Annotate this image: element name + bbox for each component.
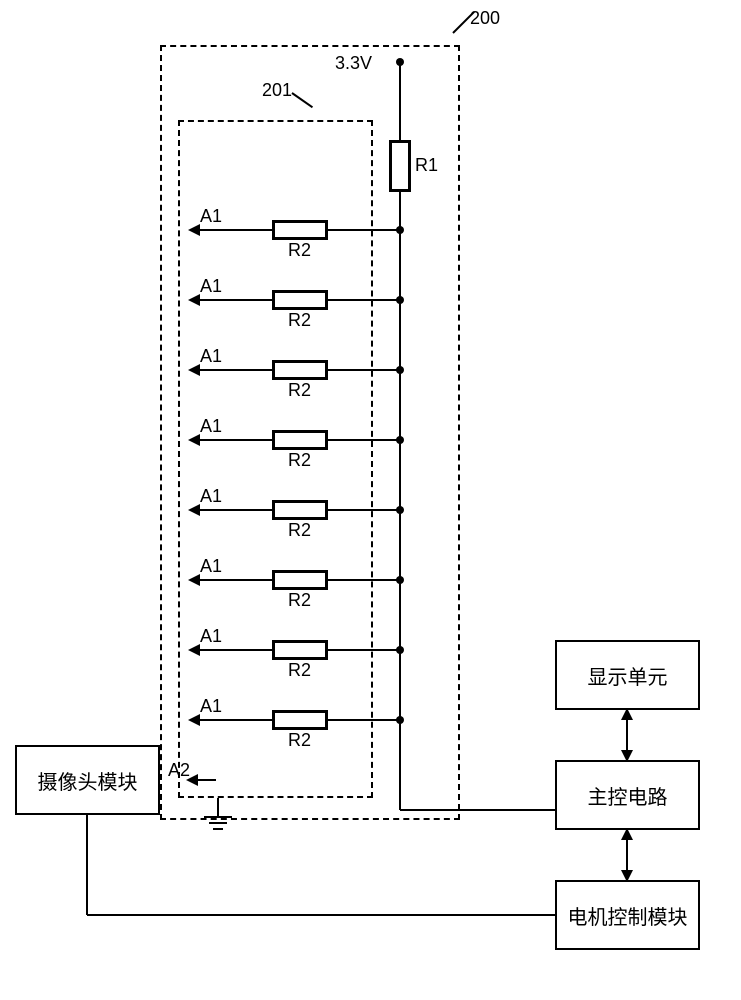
a1-label: A1 xyxy=(200,626,222,647)
a1-label: A1 xyxy=(200,276,222,297)
a1-label: A1 xyxy=(200,416,222,437)
r2-label: R2 xyxy=(288,730,311,751)
branch-wire-left xyxy=(198,649,272,651)
a1-label: A1 xyxy=(200,346,222,367)
display-main-arrow-up xyxy=(621,708,633,720)
a1-label: A1 xyxy=(200,206,222,227)
display-unit-box: 显示单元 xyxy=(555,640,700,710)
branch-wire-right xyxy=(328,299,400,301)
branch-arrow xyxy=(188,364,200,376)
a2-wire xyxy=(196,779,216,781)
r2-label: R2 xyxy=(288,590,311,611)
branch-wire-left xyxy=(198,579,272,581)
a1-label: A1 xyxy=(200,556,222,577)
branch-arrow xyxy=(188,574,200,586)
r2-resistor xyxy=(272,640,328,660)
branch-arrow xyxy=(188,294,200,306)
rail-to-main-wire xyxy=(400,809,555,811)
r2-label: R2 xyxy=(288,240,311,261)
r1-label: R1 xyxy=(415,155,438,176)
branch-wire-right xyxy=(328,369,400,371)
r2-resistor xyxy=(272,570,328,590)
r2-resistor xyxy=(272,220,328,240)
a1-label: A1 xyxy=(200,696,222,717)
camera-module-label: 摄像头模块 xyxy=(38,766,138,795)
r1-top-wire xyxy=(399,62,401,140)
main-motor-arrow-down xyxy=(621,870,633,882)
branch-arrow xyxy=(188,714,200,726)
camera-down-wire xyxy=(86,815,88,915)
branch-arrow xyxy=(188,224,200,236)
r1-resistor xyxy=(389,140,411,192)
camera-module-box: 摄像头模块 xyxy=(15,745,160,815)
r2-label: R2 xyxy=(288,520,311,541)
main-control-box: 主控电路 xyxy=(555,760,700,830)
motor-control-label: 电机控制模块 xyxy=(568,901,688,930)
branch-arrow xyxy=(188,434,200,446)
branch-wire-right xyxy=(328,439,400,441)
r2-label: R2 xyxy=(288,380,311,401)
branch-wire-left xyxy=(198,439,272,441)
r2-resistor xyxy=(272,710,328,730)
motor-control-box: 电机控制模块 xyxy=(555,880,700,950)
branch-wire-left xyxy=(198,229,272,231)
ground-bar xyxy=(204,816,232,818)
branch-wire-right xyxy=(328,649,400,651)
camera-to-motor-wire xyxy=(87,914,555,916)
r2-label: R2 xyxy=(288,450,311,471)
display-main-arrow-down xyxy=(621,750,633,762)
main-motor-arrow-up xyxy=(621,828,633,840)
r2-resistor xyxy=(272,430,328,450)
voltage-label: 3.3V xyxy=(335,53,372,74)
r2-label: R2 xyxy=(288,660,311,681)
branch-wire-right xyxy=(328,509,400,511)
ground-bar xyxy=(209,822,227,824)
a1-label: A1 xyxy=(200,486,222,507)
ground-bar xyxy=(213,828,223,830)
r2-label: R2 xyxy=(288,310,311,331)
callout-201-label: 201 xyxy=(262,80,292,101)
ground-stem xyxy=(217,798,219,816)
callout-200-label: 200 xyxy=(470,8,500,29)
branch-wire-right xyxy=(328,719,400,721)
branch-wire-left xyxy=(198,299,272,301)
main-control-label: 主控电路 xyxy=(588,781,668,810)
branch-arrow xyxy=(188,644,200,656)
branch-arrow xyxy=(188,504,200,516)
display-unit-label: 显示单元 xyxy=(588,661,668,690)
r2-resistor xyxy=(272,500,328,520)
r2-resistor xyxy=(272,290,328,310)
branch-wire-left xyxy=(198,719,272,721)
branch-wire-right xyxy=(328,579,400,581)
r2-resistor xyxy=(272,360,328,380)
branch-wire-left xyxy=(198,509,272,511)
branch-wire-left xyxy=(198,369,272,371)
branch-wire-right xyxy=(328,229,400,231)
